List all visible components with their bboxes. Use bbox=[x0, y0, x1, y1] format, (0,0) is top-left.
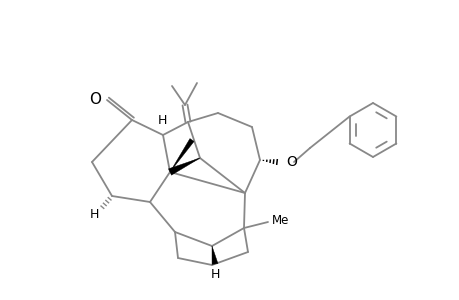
Polygon shape bbox=[170, 139, 194, 172]
Text: H: H bbox=[210, 268, 219, 281]
Text: H: H bbox=[157, 115, 166, 128]
Polygon shape bbox=[168, 158, 200, 175]
Text: O: O bbox=[89, 92, 101, 107]
Text: Me: Me bbox=[271, 214, 289, 226]
Text: O: O bbox=[285, 155, 296, 169]
Text: H: H bbox=[89, 208, 99, 220]
Polygon shape bbox=[212, 246, 218, 265]
